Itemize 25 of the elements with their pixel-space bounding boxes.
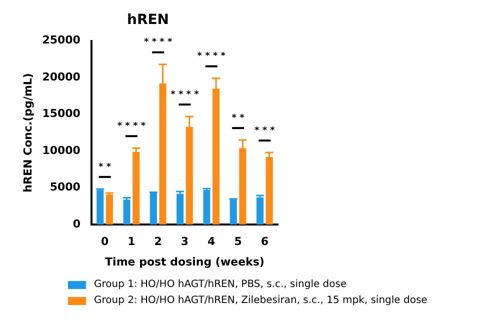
annotation: * * * * (144, 38, 172, 48)
chart-title: hREN (126, 12, 170, 28)
y-tick-label: 10000 (42, 144, 81, 157)
x-tick-label: 5 (234, 235, 242, 248)
x-tick-label: 6 (260, 235, 269, 248)
annotation: * * (98, 162, 112, 172)
y-tick-label: 0 (72, 217, 81, 230)
y-tick-label: 15000 (42, 107, 81, 120)
annotation: * * * * (197, 52, 226, 62)
legend-label: Group 1: HO/HO hAGT/hREN, PBS, s.c., single dose (94, 279, 347, 290)
annotation: * * (232, 113, 245, 124)
y-tick-label: 25000 (42, 34, 81, 47)
y-axis-title: hREN Conc.(pg/mL) (21, 73, 34, 192)
x-tick-label: 1 (128, 235, 136, 248)
annotation: * * * * (117, 121, 146, 132)
x-tick-label: 3 (180, 235, 189, 248)
annotation: * * * (254, 126, 276, 136)
y-tick-label: 5000 (50, 180, 81, 194)
x-tick-label: 2 (154, 235, 162, 248)
legend-label: Group 2: HO/HO hAGT/hREN, Zilebesiran, s.c., 15 mpk, single dose (94, 295, 428, 306)
annotation: * * * * (170, 90, 200, 100)
y-tick-label: 20000 (42, 70, 81, 84)
x-tick-label: 0 (100, 235, 109, 248)
x-axis-title: Time post dosing (weeks) (105, 255, 264, 268)
x-tick-label: 4 (208, 235, 216, 248)
